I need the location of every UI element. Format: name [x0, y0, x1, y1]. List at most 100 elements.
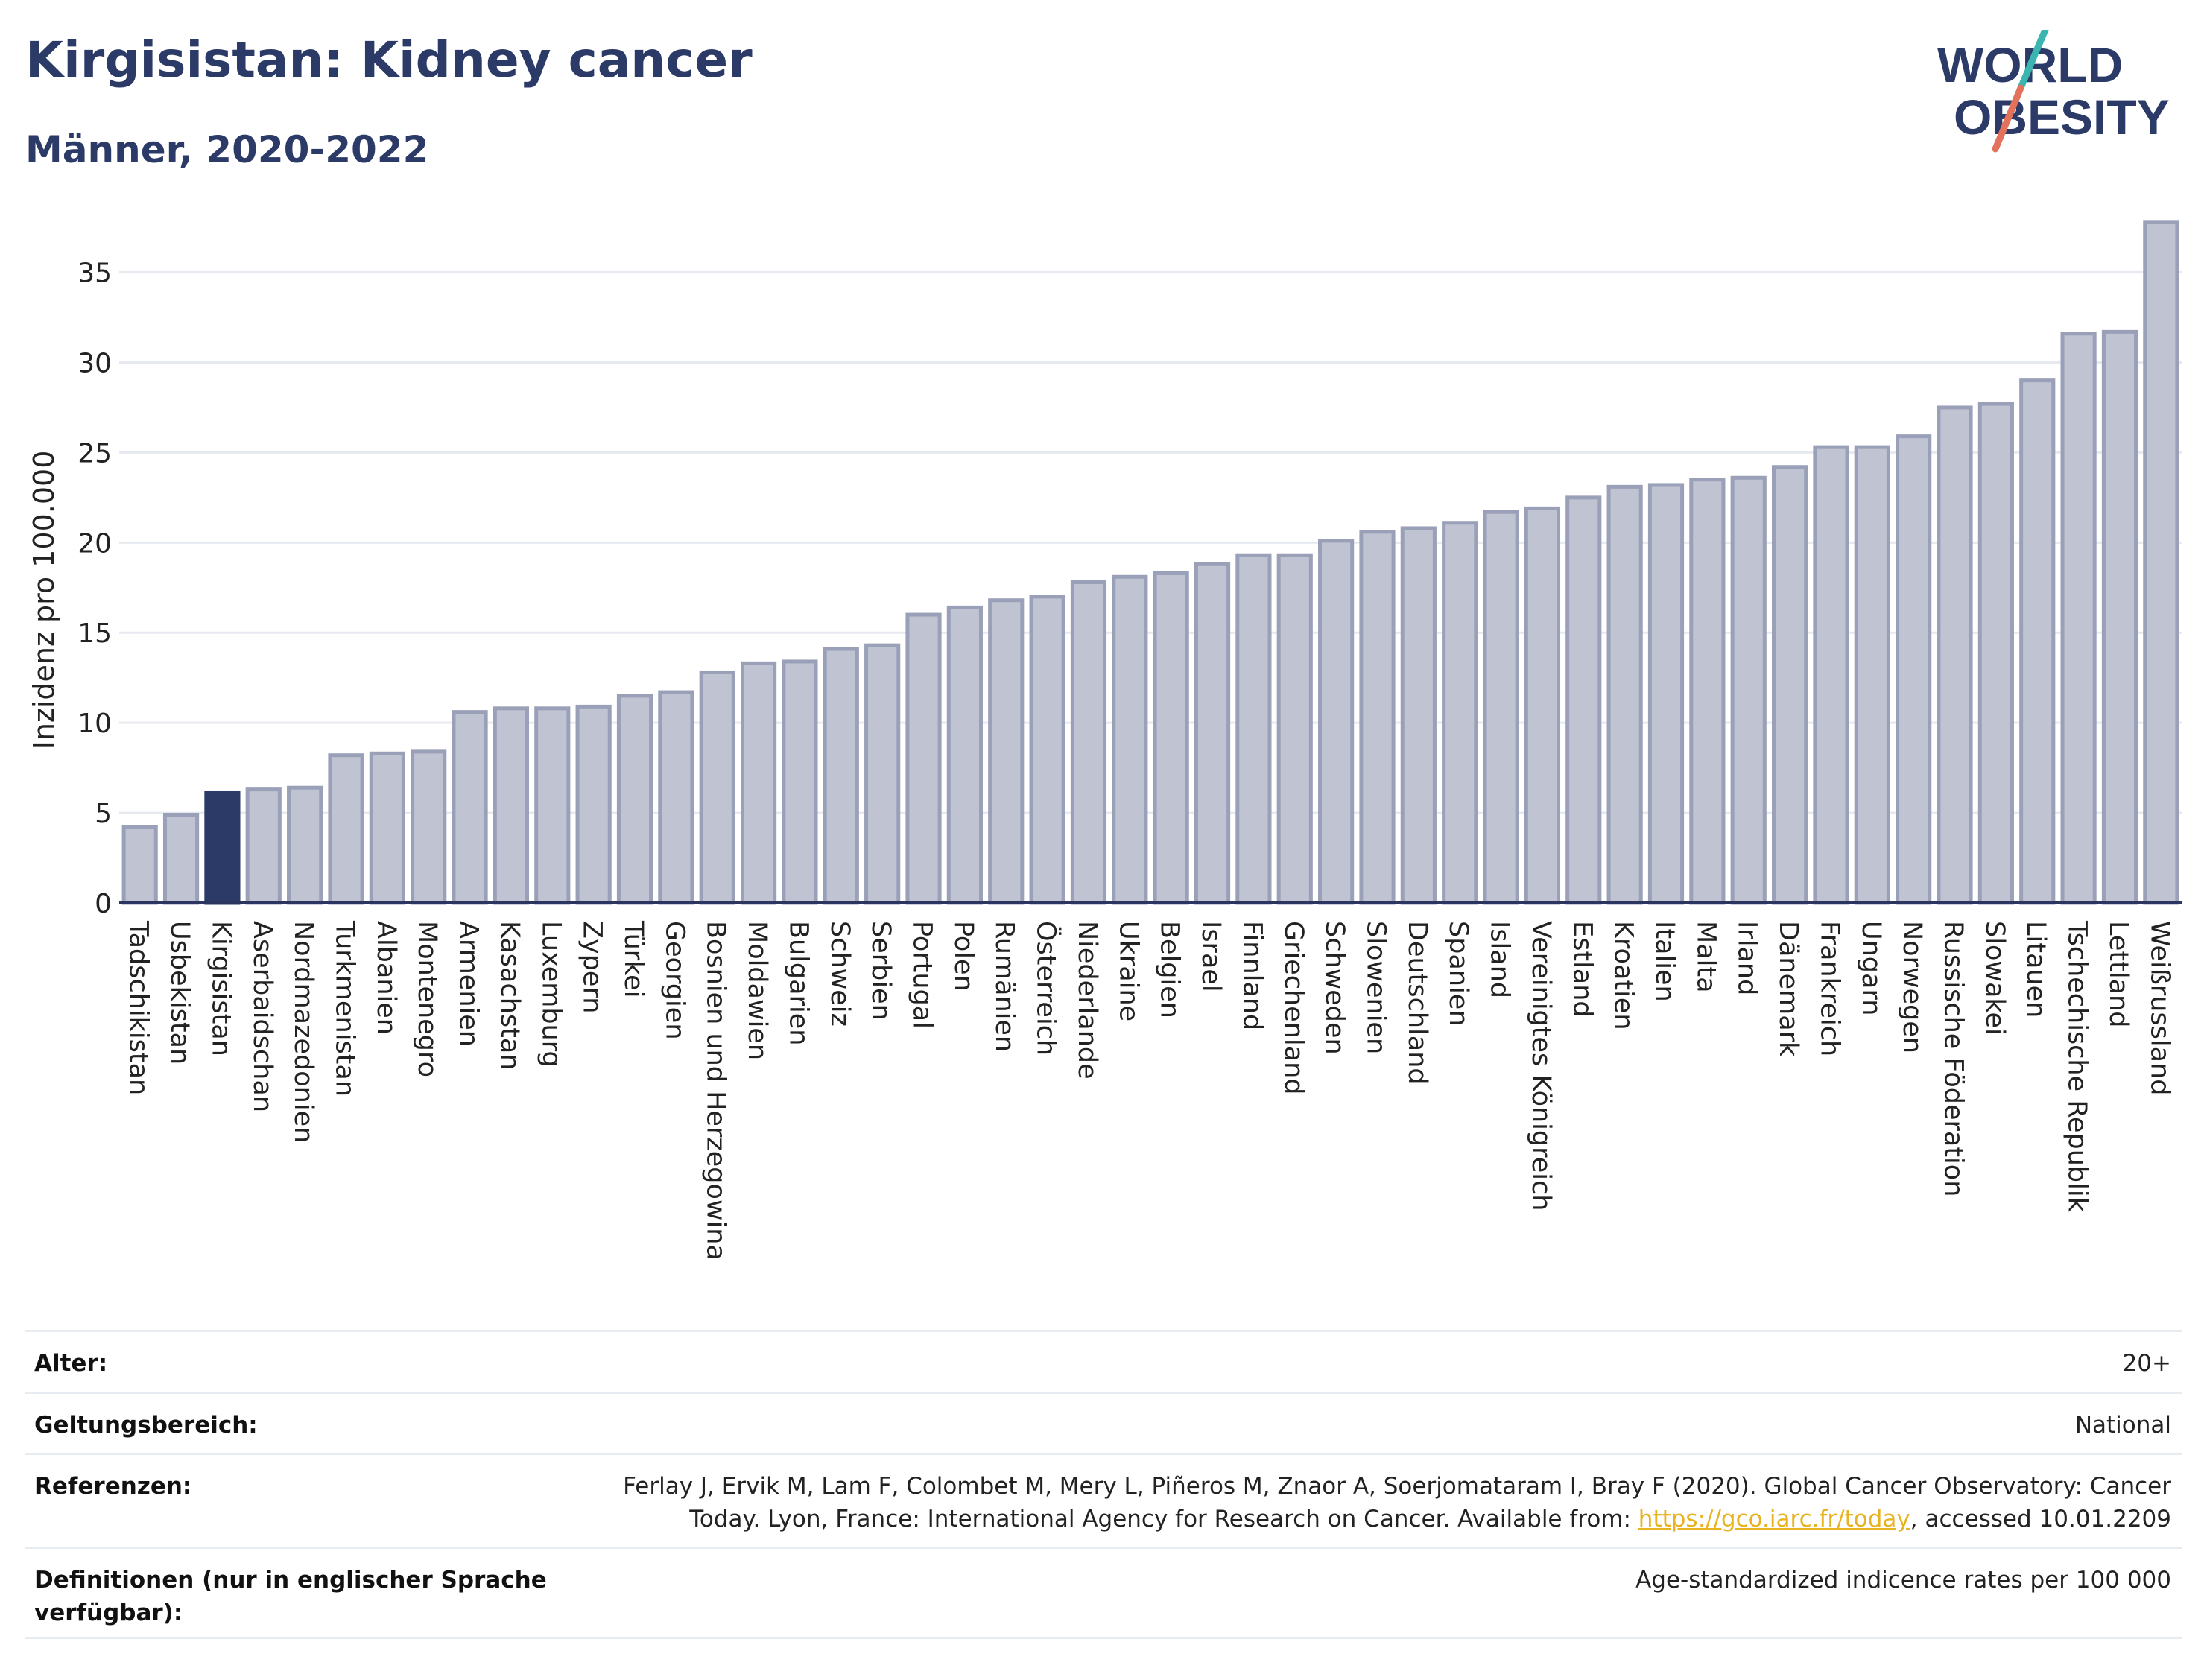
bar-niederlande — [1070, 580, 1107, 905]
bar-serbien — [864, 643, 901, 905]
x-tick-label: Schweiz — [825, 921, 855, 1027]
x-tick-label: Luxemburg — [536, 921, 566, 1068]
bar-ukraine — [1112, 574, 1148, 905]
x-tick-label: Deutschland — [1402, 921, 1432, 1085]
y-axis-label: Inzidenz pro 100.000 — [28, 451, 60, 749]
x-tick-label: Portugal — [908, 921, 937, 1029]
x-tick-label: Bosnien und Herzegowina — [701, 921, 731, 1261]
bar-bosnien-und-herzegowina — [699, 670, 735, 905]
references-line2-suffix: , accessed 10.01.2209 — [1910, 1506, 2171, 1532]
x-tick-label: Dänemark — [1773, 921, 1803, 1057]
x-tick-label: Usbekistan — [165, 921, 194, 1065]
references-label: Referenzen: — [34, 1473, 192, 1500]
y-tick-label: 25 — [77, 438, 112, 469]
age-label: Alter: — [34, 1350, 108, 1377]
x-tick-label: Island — [1485, 921, 1515, 998]
bar-aserbaidschan — [245, 787, 282, 905]
x-tick-label: Kasachstan — [495, 921, 525, 1070]
references-link[interactable]: https://gco.iarc.fr/today — [1638, 1506, 1910, 1532]
x-tick-label: Österreich — [1031, 921, 1063, 1056]
bar-moldawien — [740, 661, 777, 905]
x-tick-label: Serbien — [866, 921, 896, 1021]
scope-label: Geltungsbereich: — [34, 1412, 258, 1439]
x-tick-label: Türkei — [618, 920, 648, 998]
meta-row-scope: Geltungsbereich: National — [25, 1392, 2182, 1453]
bar-ungarn — [1854, 445, 1890, 905]
x-tick-label: Nordmazedonien — [288, 921, 318, 1143]
bar-portugal — [905, 612, 942, 905]
bar-zypern — [575, 704, 612, 905]
bar-luxemburg — [534, 706, 571, 905]
x-tick-label: Vereinigtes Königreich — [1526, 921, 1556, 1211]
logo-word-obesity: OBESITY — [1954, 89, 2170, 145]
bar-türkei — [616, 694, 653, 905]
bar-slowakei — [1977, 402, 2014, 905]
x-tick-label: Niederlande — [1072, 921, 1102, 1080]
age-value: 20+ — [2122, 1350, 2171, 1377]
x-tick-label: Polen — [949, 921, 978, 992]
y-tick-label: 0 — [95, 889, 112, 919]
meta-row-definitions: Definitionen (nur in englischer Sprache … — [25, 1547, 2182, 1639]
bar-georgien — [658, 690, 694, 905]
x-tick-label: Rumänien — [989, 921, 1019, 1052]
logo-slash-bottom — [1992, 84, 2024, 153]
bar-russische-föderation — [1937, 405, 1973, 905]
bar-weißrussland — [2143, 220, 2179, 905]
bar-montenegro — [411, 749, 447, 905]
y-tick-label: 35 — [77, 259, 112, 289]
x-tick-label: Moldawien — [742, 921, 772, 1060]
bar-malta — [1689, 478, 1726, 905]
x-tick-label: Frankreich — [1814, 921, 1844, 1056]
y-axis-ticks: 0 5 10 15 20 25 30 35 — [77, 259, 112, 919]
references-text: Ferlay J, Ervik M, Lam F, Colombet M, Me… — [623, 1470, 2171, 1535]
scope-value: National — [2074, 1412, 2171, 1439]
bar-finnland — [1235, 553, 1272, 905]
x-tick-label: Weißrussland — [2144, 921, 2174, 1095]
x-tick-label: Albanien — [371, 921, 401, 1035]
chart-subtitle: Männer, 2020-2022 — [25, 128, 429, 171]
x-tick-label: Montenegro — [412, 921, 442, 1077]
x-tick-label: Bulgarien — [783, 921, 813, 1045]
bar-dänemark — [1771, 465, 1808, 905]
bar-belgien — [1153, 571, 1189, 905]
bar-italien — [1647, 483, 1685, 905]
definitions-label: Definitionen (nur in englischer Sprache … — [34, 1564, 547, 1629]
bar-griechenland — [1276, 553, 1313, 905]
bar-slowenien — [1359, 530, 1396, 905]
bar-schweden — [1318, 539, 1355, 905]
x-tick-label: Spanien — [1443, 921, 1473, 1027]
references-line2: Today. Lyon, France: International Agenc… — [623, 1503, 2171, 1535]
bar-kasachstan — [493, 706, 530, 905]
x-tick-label: Slowenien — [1361, 921, 1390, 1054]
definitions-label-line2: verfügbar): — [34, 1600, 183, 1626]
y-tick-label: 5 — [95, 799, 112, 829]
bar-deutschland — [1400, 526, 1437, 905]
bar-albanien — [369, 751, 405, 905]
x-tick-label: Aserbaidschan — [247, 921, 277, 1112]
x-tick-label: Zypern — [577, 921, 607, 1013]
x-tick-label: Griechenland — [1279, 921, 1308, 1094]
x-tick-label: Israel — [1196, 921, 1226, 992]
bar-tadschikistan — [121, 825, 158, 905]
x-tick-label: Finnland — [1237, 921, 1267, 1030]
x-tick-label: Turkmenistan — [329, 920, 359, 1097]
bar-usbekistan — [162, 812, 200, 905]
bar-island — [1483, 510, 1519, 905]
x-tick-label: Belgien — [1155, 921, 1185, 1018]
bar-rumänien — [988, 598, 1025, 905]
bar-frankreich — [1813, 445, 1849, 905]
meta-row-references: Referenzen: Ferlay J, Ervik M, Lam F, Co… — [25, 1453, 2182, 1547]
y-tick-label: 20 — [77, 528, 112, 559]
world-obesity-logo: WORLD OBESITY — [1937, 30, 2170, 153]
references-line2-prefix: Today. Lyon, France: International Agenc… — [689, 1506, 1638, 1532]
bar-chart: 0 5 10 15 20 25 30 35 Tadschikistan Usbekistan Ki… — [28, 220, 2182, 1261]
bar-kirgisistan — [204, 790, 241, 905]
definitions-label-line1: Definitionen (nur in englischer Sprache — [34, 1567, 547, 1594]
bar-israel — [1194, 562, 1231, 905]
x-tick-label: Tadschikistan — [124, 920, 153, 1095]
x-tick-label: Ungarn — [1856, 921, 1886, 1015]
x-tick-label: Schweden — [1320, 921, 1349, 1055]
x-tick-label: Estland — [1567, 921, 1597, 1018]
x-tick-label: Kirgisistan — [206, 921, 235, 1056]
bar-kroatien — [1606, 484, 1643, 905]
